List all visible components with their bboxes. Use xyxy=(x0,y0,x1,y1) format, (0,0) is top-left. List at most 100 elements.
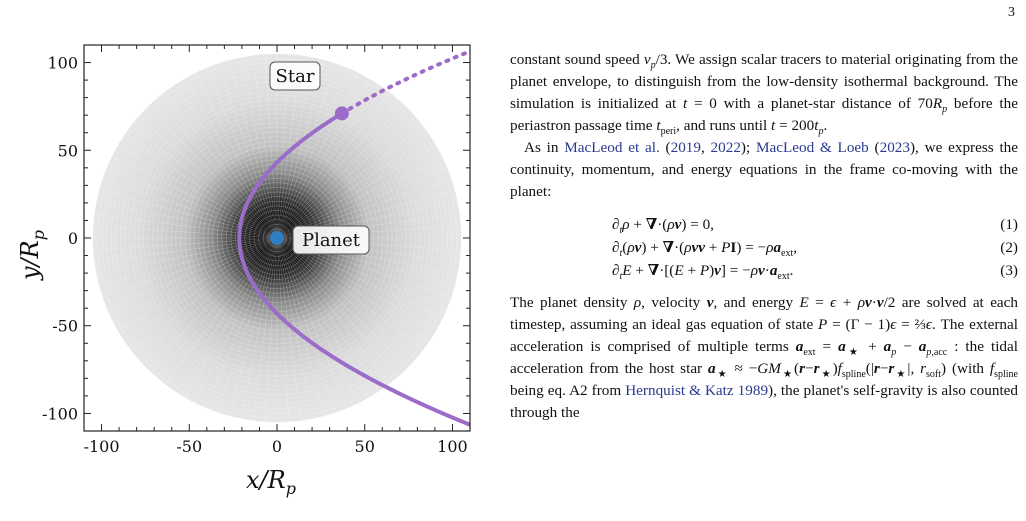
paragraph-setup: constant sound speed vp/3. We assign sca… xyxy=(510,51,1018,138)
y-tick-labels: 100 50 0 -50 -100 xyxy=(42,54,78,424)
x-tick-label: -50 xyxy=(176,437,202,456)
mesh-ring xyxy=(262,223,292,253)
mesh-spoke xyxy=(276,99,399,239)
paragraph-variables: The planet density ρ, velocity v, and en… xyxy=(510,294,1019,421)
x-axis-label-main: x/R xyxy=(246,466,286,494)
star-callout: Star xyxy=(269,61,321,91)
citation-hernquist-katz[interactable]: Hernquist & Katz xyxy=(625,382,734,399)
mesh-spoke xyxy=(106,237,278,309)
mesh-ring xyxy=(143,104,411,372)
mesh-spoke xyxy=(276,237,337,413)
trajectory-future-dotted xyxy=(339,49,470,116)
mesh-spoke xyxy=(130,125,278,239)
planet-label: Planet xyxy=(302,230,361,251)
mesh-spoke xyxy=(276,237,290,422)
mesh-spoke xyxy=(276,78,370,239)
mesh-spoke xyxy=(276,237,390,385)
mesh-ring xyxy=(152,113,402,363)
mesh-spoke xyxy=(276,237,348,409)
axis-ticks xyxy=(84,45,470,431)
star-marker xyxy=(334,106,349,121)
mesh-ring xyxy=(129,90,425,386)
citation-macleod-et-al[interactable]: MacLeod et al. xyxy=(564,139,660,156)
mesh-spoke xyxy=(93,237,278,251)
mesh-spoke xyxy=(184,237,278,398)
mesh-spoke xyxy=(106,167,278,239)
mesh-spoke xyxy=(276,237,431,341)
equation-block: ∂tρ + ∇·(ρv) = 0, (1) ∂t(ρv) + ∇·(ρvv + P… xyxy=(510,213,1018,282)
mesh-spoke xyxy=(96,237,278,275)
mesh-spoke xyxy=(240,237,278,419)
mesh-spoke xyxy=(264,237,278,422)
mesh-spoke xyxy=(155,99,278,239)
equation-energy: ∂tE + ∇·[(E + P)v] = −ρv·aext. (3) xyxy=(510,259,1018,282)
mesh-spoke xyxy=(123,135,278,239)
mesh-spoke xyxy=(276,237,424,351)
mesh-spoke xyxy=(276,237,380,392)
paragraph-frame-rest: we express the continuity, momentum, and… xyxy=(510,139,1018,200)
mesh-spoke xyxy=(276,237,302,421)
mesh-spoke xyxy=(123,237,278,341)
planet-marker xyxy=(270,231,284,245)
mesh-spoke xyxy=(276,237,408,369)
mesh-spoke xyxy=(98,237,278,286)
svg-text:y/Rp: y/Rp xyxy=(16,230,48,281)
citation-year[interactable]: 2023 xyxy=(879,139,910,156)
mesh-spoke xyxy=(229,237,278,417)
mesh-spoke xyxy=(276,72,359,239)
mesh-spoke xyxy=(276,156,443,239)
mesh-ring xyxy=(180,141,374,335)
mesh-spoke xyxy=(117,237,278,331)
mesh-spoke xyxy=(276,116,416,239)
mesh-spoke xyxy=(276,84,380,239)
citation-macleod-loeb[interactable]: MacLeod & Loeb xyxy=(755,139,869,156)
mesh-spoke xyxy=(276,91,390,239)
mesh-spoke xyxy=(155,237,278,377)
y-tick-label: 0 xyxy=(68,229,78,248)
mesh-spoke xyxy=(111,237,278,320)
trajectory-line xyxy=(237,111,470,427)
equation-momentum: ∂t(ρv) + ∇·(ρvv + PI) = −ρaext, (2) xyxy=(510,236,1018,259)
mesh-ring xyxy=(92,53,462,423)
mesh-spoke xyxy=(174,84,278,239)
mesh-spoke xyxy=(94,237,278,263)
y-tick-label: 50 xyxy=(58,141,78,160)
trajectory-figure: -100 -50 0 50 100 100 50 0 -50 -100 x/Rp… xyxy=(16,44,471,498)
equation-number: (2) xyxy=(1000,239,1018,256)
mesh-ring xyxy=(161,122,393,354)
x-tick-label: -100 xyxy=(84,437,120,456)
mesh-spoke xyxy=(276,135,431,239)
planet-callout: Planet xyxy=(292,225,370,255)
mesh-spoke xyxy=(146,107,278,239)
mesh-spoke xyxy=(276,67,348,239)
text-column: constant sound speed vp/3. We assign sca… xyxy=(510,49,1018,424)
mesh-spoke xyxy=(117,145,278,239)
mesh-spoke xyxy=(252,55,278,239)
mesh-ring xyxy=(170,131,384,345)
mesh-ring xyxy=(166,127,388,349)
mesh-spoke xyxy=(240,57,278,239)
mesh-spoke xyxy=(164,91,278,239)
mesh-spoke xyxy=(276,63,337,239)
mesh-spoke xyxy=(276,237,359,404)
citation-year[interactable]: 2022 xyxy=(710,139,741,156)
mesh-spoke xyxy=(146,237,278,369)
mesh-spoke xyxy=(252,237,278,421)
mesh-spoke xyxy=(96,201,278,239)
citation-year[interactable]: 2019 xyxy=(670,139,701,156)
mesh-spoke xyxy=(276,107,408,239)
mesh-spoke xyxy=(174,237,278,392)
mesh-spoke xyxy=(264,54,278,239)
mesh-spoke xyxy=(276,237,416,360)
star-label: Star xyxy=(276,66,315,87)
mesh-spoke xyxy=(276,125,424,239)
svg-text:x/Rp: x/Rp xyxy=(246,466,296,498)
mesh-spoke xyxy=(164,237,278,385)
x-axis-label-sub: p xyxy=(286,479,296,498)
x-tick-labels: -100 -50 0 50 100 xyxy=(84,437,468,456)
equation-number: (1) xyxy=(1000,216,1018,233)
citation-year[interactable]: 1989 xyxy=(737,382,769,399)
mesh-spoke xyxy=(206,67,278,239)
equation-continuity: ∂tρ + ∇·(ρv) = 0, (1) xyxy=(510,213,1018,236)
mesh-ring xyxy=(138,99,416,377)
